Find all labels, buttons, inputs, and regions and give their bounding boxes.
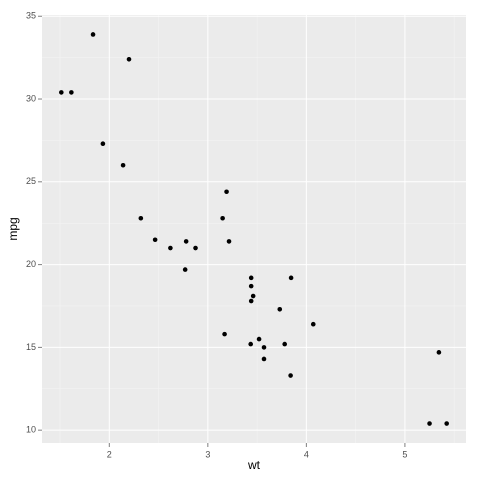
point: [436, 350, 442, 355]
point: [277, 307, 283, 312]
x-tick-label: 4: [304, 449, 309, 459]
point: [138, 215, 144, 221]
point: [168, 245, 173, 251]
point: [248, 275, 254, 281]
point: [427, 421, 432, 426]
point: [224, 189, 229, 195]
x-tick-label: 5: [402, 449, 407, 459]
point: [288, 373, 293, 378]
y-axis-title: mpg: [6, 217, 20, 240]
y-tick-label: 25: [26, 176, 36, 186]
point: [248, 341, 253, 347]
point: [226, 239, 232, 244]
point: [248, 283, 254, 289]
point: [100, 141, 106, 147]
y-tick-label: 35: [26, 11, 36, 21]
point: [288, 275, 294, 281]
point: [261, 345, 267, 350]
point: [126, 56, 132, 62]
point: [59, 90, 64, 95]
point: [310, 321, 316, 327]
point: [250, 293, 256, 299]
point: [69, 90, 74, 95]
panel-background: [42, 15, 466, 443]
point: [261, 356, 267, 362]
point: [222, 331, 227, 337]
y-tick-label: 15: [26, 342, 36, 352]
point: [282, 341, 287, 347]
point: [182, 267, 188, 272]
point: [152, 237, 158, 243]
point: [248, 298, 254, 304]
point: [90, 32, 96, 37]
point: [444, 421, 449, 426]
point: [183, 239, 189, 244]
point: [256, 336, 262, 342]
y-tick-label: 30: [26, 93, 36, 103]
point: [120, 162, 126, 168]
point: [220, 215, 225, 221]
x-tick-label: 2: [107, 449, 112, 459]
y-tick-label: 20: [26, 259, 36, 269]
x-tick-label: 3: [205, 449, 210, 459]
x-axis-title: wt: [247, 458, 261, 472]
y-tick-label: 10: [26, 425, 36, 435]
point: [193, 245, 198, 251]
